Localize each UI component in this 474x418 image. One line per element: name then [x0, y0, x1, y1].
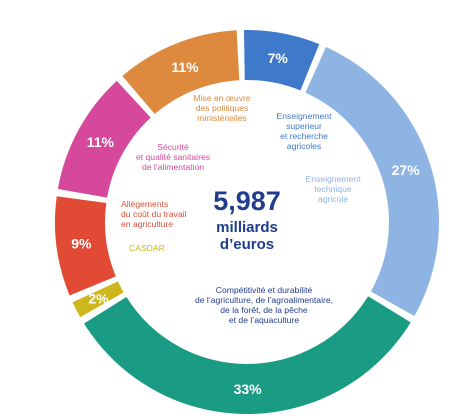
segment-securite-sanitaire: [57, 80, 151, 198]
segment-label-line: et qualité sanitaires: [136, 152, 210, 162]
segment-label-enseignement-technique: Enseignement technique agricole: [306, 174, 362, 204]
segment-label-line: de l’alimentation: [142, 162, 204, 172]
segment-label-securite-sanitaire: Sécurité et qualité sanitaires de l’alimen…: [136, 142, 210, 172]
segment-label-line: agricoles: [287, 141, 321, 151]
segment-label-line: et de l’aquaculture: [229, 315, 299, 325]
segment-label-line: ministérielles: [197, 113, 247, 123]
donut-segments: [55, 30, 439, 415]
segment-label-line: des politiques: [196, 103, 249, 113]
percent-label-enseignement-technique: 27%: [392, 162, 421, 178]
segment-label-competitivite: Compétitivité et durabilité de l’agricult…: [195, 285, 333, 325]
segment-label-line: Enseignement: [277, 111, 333, 121]
segment-label-line: Sécurité: [157, 142, 189, 152]
percent-labels: 7% 27% 33% 2% 9% 11% 11%: [71, 50, 420, 397]
segment-allegements: [55, 196, 116, 296]
segment-label-mise-en-oeuvre: Mise en œuvre des politiques ministérielle…: [193, 93, 251, 123]
segment-label-line: de l’agriculture, de l’agroalimentaire,: [195, 295, 333, 305]
segment-label-line: et recherche: [280, 131, 328, 141]
center-total-unit-line1: milliards: [216, 219, 278, 236]
segment-label-enseignement-superieur: Enseignement superieur et recherche agricol…: [277, 111, 333, 151]
segment-label-line: de la forêt, de la pêche: [220, 305, 308, 315]
segment-label-line: en agriculture: [121, 219, 173, 229]
segment-labels: Enseignement superieur et recherche agricol…: [121, 93, 361, 325]
segment-mise-en-oeuvre: [122, 30, 240, 115]
center-total: 5,987 milliards d’euros: [213, 186, 281, 253]
percent-label-competitivite: 33%: [234, 381, 263, 397]
segment-casdar: [72, 281, 124, 318]
segment-label-casdar: CASDAR: [129, 243, 165, 253]
segment-label-line: Compétitivité et durabilité: [216, 285, 313, 295]
segment-label-line: agricole: [318, 194, 348, 204]
segment-label-line: Allègements: [121, 199, 168, 209]
segment-label-line: du coût du travail: [121, 209, 187, 219]
segment-enseignement-superieur: [243, 30, 320, 91]
center-total-value: 5,987: [213, 186, 281, 216]
segment-label-line: Mise en œuvre: [193, 93, 251, 103]
segment-label-allegements: Allègements du coût du travail en agricult…: [121, 199, 187, 229]
segment-label-line: CASDAR: [129, 243, 165, 253]
percent-label-securite-sanitaire: 11%: [87, 134, 115, 150]
segment-enseignement-technique: [305, 47, 439, 316]
percent-label-mise-en-oeuvre: 11%: [171, 59, 199, 75]
center-total-unit-line2: d’euros: [220, 236, 274, 253]
percent-label-allegements: 9%: [71, 236, 92, 252]
segment-label-line: technique: [314, 184, 351, 194]
segment-competitivite: [83, 296, 411, 415]
segment-label-line: Enseignement: [306, 174, 362, 184]
segment-label-line: superieur: [286, 121, 322, 131]
percent-label-casdar: 2%: [88, 290, 109, 306]
percent-label-enseignement-superieur: 7%: [268, 50, 289, 66]
